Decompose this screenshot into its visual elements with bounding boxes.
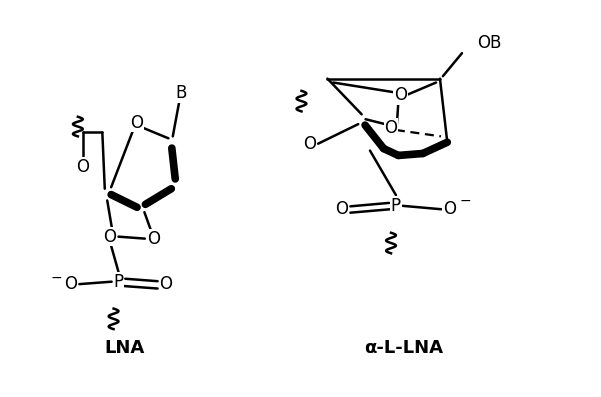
Text: O: O	[76, 158, 90, 176]
Text: OB: OB	[477, 35, 501, 52]
Text: P: P	[391, 197, 401, 215]
Text: O: O	[385, 119, 397, 137]
Text: O: O	[394, 86, 407, 104]
Text: O: O	[64, 275, 77, 293]
Text: −: −	[50, 271, 62, 285]
Text: α-L-LNA: α-L-LNA	[364, 339, 443, 357]
Text: O: O	[444, 200, 456, 218]
Text: O: O	[147, 229, 160, 248]
Text: P: P	[114, 273, 124, 291]
Text: O: O	[335, 200, 349, 218]
Text: −: −	[460, 193, 471, 208]
Text: LNA: LNA	[104, 339, 144, 357]
Text: O: O	[130, 114, 143, 132]
Text: O: O	[303, 135, 316, 153]
Text: O: O	[159, 275, 172, 293]
Text: O: O	[103, 227, 116, 246]
Text: B: B	[175, 84, 186, 102]
